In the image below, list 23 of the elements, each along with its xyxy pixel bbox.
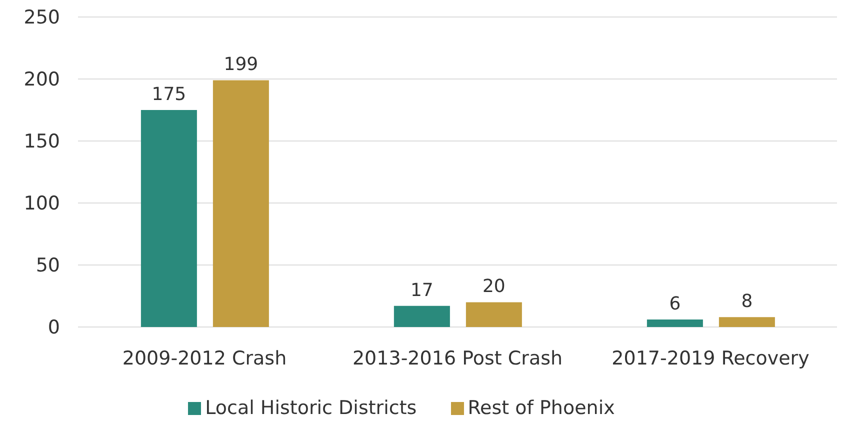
legend-label: Rest of Phoenix — [468, 397, 615, 419]
data-label: 20 — [482, 276, 506, 298]
bar — [718, 317, 775, 327]
legend-label: Local Historic Districts — [205, 397, 417, 419]
data-label: 6 — [669, 294, 681, 315]
bar — [466, 302, 522, 327]
x-tick-label: 2013-2016 Post Crash — [352, 347, 563, 370]
bar — [140, 110, 197, 327]
bar — [212, 80, 269, 327]
x-tick-label: 2017-2019 Recovery — [612, 347, 810, 370]
bar — [646, 320, 703, 327]
y-tick-label: 100 — [24, 192, 60, 215]
y-tick-label: 250 — [24, 6, 60, 29]
y-tick-label: 0 — [48, 316, 60, 339]
y-tick-label: 50 — [36, 254, 60, 277]
y-tick-label: 200 — [24, 68, 60, 91]
y-tick-label: 150 — [24, 130, 60, 153]
data-label: 17 — [410, 280, 434, 301]
bar — [394, 306, 450, 327]
data-label: 199 — [224, 54, 258, 76]
x-tick-label: 2009-2012 Crash — [122, 347, 287, 370]
data-label: 8 — [741, 291, 753, 312]
data-label: 175 — [152, 84, 186, 105]
